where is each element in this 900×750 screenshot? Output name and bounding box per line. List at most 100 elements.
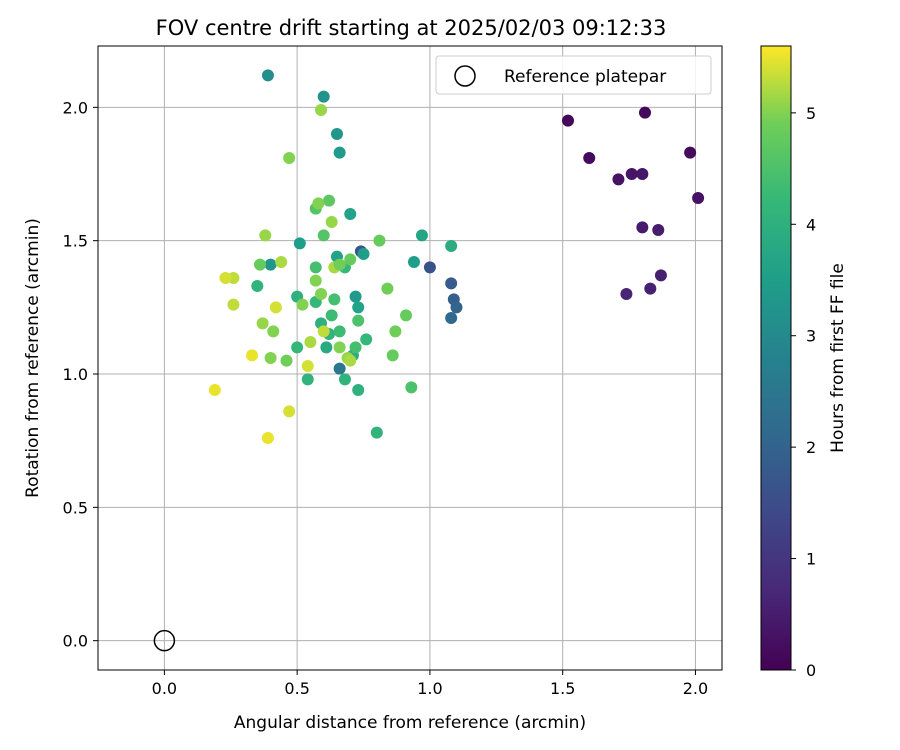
scatter-point <box>423 261 436 274</box>
scatter-point <box>309 274 322 287</box>
scatter-point <box>269 301 282 314</box>
colorbar-tick-label: 1 <box>806 550 816 569</box>
grid-lines <box>98 46 722 670</box>
colorbar-tick-label: 5 <box>806 104 816 123</box>
scatter-point <box>261 69 274 82</box>
x-tick-label: 1.0 <box>417 679 442 698</box>
scatter-point <box>259 229 272 242</box>
y-tick-label: 0.0 <box>63 632 88 651</box>
colorbar-tick-label: 0 <box>806 661 816 680</box>
scatter-point <box>227 298 240 311</box>
scatter-point <box>638 106 651 119</box>
scatter-point <box>246 349 259 362</box>
scatter-point <box>349 341 362 354</box>
scatter-point <box>301 373 314 386</box>
scatter-point <box>325 309 338 322</box>
scatter-point <box>445 312 458 324</box>
reference-platepar-point <box>153 629 176 652</box>
scatter-point <box>283 152 296 164</box>
y-tick-label: 0.5 <box>63 498 88 517</box>
scatter-point <box>344 354 357 367</box>
scatter-point <box>636 221 649 234</box>
scatter-point <box>360 333 373 346</box>
scatter-point <box>275 256 288 268</box>
scatter-point <box>261 432 274 444</box>
scatter-point <box>333 258 346 271</box>
scatter-point <box>612 173 625 186</box>
colorbar-gradient <box>760 45 792 671</box>
legend-box <box>435 55 712 95</box>
x-axis-label: Angular distance from reference (arcmin) <box>234 713 586 733</box>
scatter-point <box>352 384 365 396</box>
scatter-point <box>309 261 322 274</box>
scatter-point <box>304 336 317 348</box>
scatter-point <box>561 114 574 127</box>
scatter-point <box>328 293 341 306</box>
scatter-point <box>293 237 306 250</box>
scatter-point <box>352 301 365 314</box>
x-tick-label: 0.0 <box>152 679 177 698</box>
scatter-point <box>386 349 399 362</box>
scatter-point <box>652 224 665 236</box>
scatter-point <box>312 197 325 210</box>
scatter-point <box>400 309 413 322</box>
scatter-point <box>296 298 309 311</box>
scatter-point <box>625 168 638 180</box>
scatter-point <box>352 314 365 327</box>
scatter-point <box>264 258 277 271</box>
scatter-point <box>280 354 293 367</box>
scatter-point <box>344 208 357 220</box>
scatter-point <box>349 290 362 303</box>
legend-reference-label: Reference platepar <box>504 67 666 87</box>
scatter-point <box>208 384 221 396</box>
scatter-point <box>344 253 357 266</box>
scatter-point <box>636 168 649 180</box>
scatter-point <box>338 373 351 386</box>
x-tick-label: 2.0 <box>683 679 708 698</box>
colorbar-tick-label: 2 <box>806 438 816 457</box>
colorbar-tick-label: 3 <box>806 327 816 346</box>
scatter-point <box>291 341 304 354</box>
scatter-point <box>692 192 705 204</box>
scatter-point <box>389 325 402 338</box>
colorbar-ticks: 0 1 2 3 4 5 <box>791 104 816 680</box>
scatter-point <box>256 317 269 330</box>
scatter-point <box>450 301 463 314</box>
scatter-point <box>317 325 330 338</box>
scatter-point <box>370 426 383 439</box>
reference-layer <box>153 629 176 652</box>
scatter-point <box>445 277 458 290</box>
y-tick-label: 1.5 <box>63 232 88 251</box>
legend: Reference platepar <box>435 55 712 95</box>
y-axis-ticks: 0.0 0.5 1.0 1.5 2.0 <box>63 98 98 651</box>
scatter-point <box>301 360 314 372</box>
scatter-point <box>620 288 633 300</box>
scatter-point <box>283 405 296 418</box>
chart-title: FOV centre drift starting at 2025/02/03 … <box>156 16 667 40</box>
scatter-point <box>219 272 232 284</box>
scatter-point <box>323 194 336 207</box>
scatter-point <box>415 229 428 242</box>
scatter-point <box>317 229 330 242</box>
scatter-point <box>315 288 328 300</box>
y-tick-label: 2.0 <box>63 98 88 117</box>
scatter-point <box>325 216 338 228</box>
scatter-point <box>381 282 394 295</box>
y-axis-label: Rotation from reference (arcmin) <box>23 218 43 498</box>
scatter-point <box>373 234 386 247</box>
scatter-point <box>333 325 346 338</box>
scatter-point <box>405 381 418 394</box>
scatter-point <box>267 325 280 338</box>
y-tick-label: 1.0 <box>63 365 88 384</box>
x-tick-label: 1.5 <box>550 679 575 698</box>
x-tick-label: 0.5 <box>284 679 309 698</box>
colorbar-tick-label: 4 <box>806 215 816 234</box>
scatter-point <box>407 256 420 268</box>
scatter-point <box>333 362 346 375</box>
scatter-point <box>317 90 330 103</box>
scatter-point <box>333 341 346 354</box>
scatter-point <box>315 104 328 116</box>
colorbar: 0 1 2 3 4 5 Hours from first FF file <box>760 45 848 680</box>
scatter-point <box>644 282 657 295</box>
scatter-point <box>330 128 343 140</box>
